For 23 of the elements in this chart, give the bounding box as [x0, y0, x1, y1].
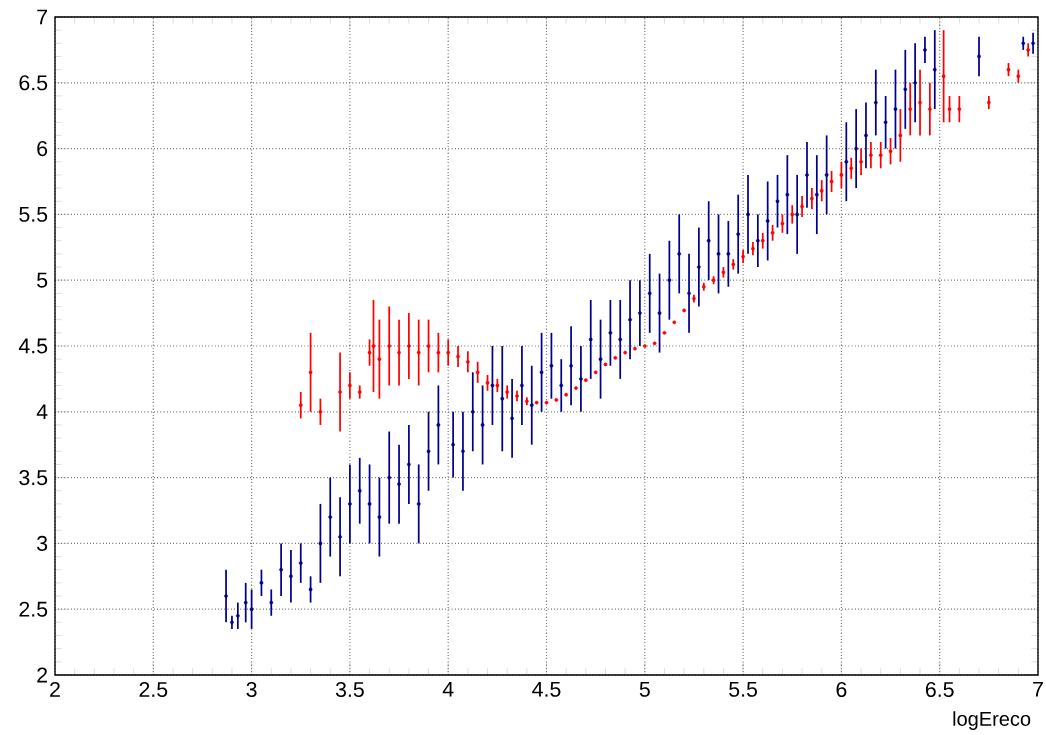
y-tick-label: 2: [37, 667, 47, 683]
x-tick-label: 6: [836, 681, 847, 698]
x-tick-label: 2: [50, 681, 60, 697]
x-tick-label: 4.5: [532, 681, 561, 697]
y-tick-label: 4.5: [18, 338, 48, 354]
x-tick-label: 6.5: [925, 681, 954, 698]
y-tick-label: 5.5: [19, 206, 48, 222]
x-tick-label: 5: [639, 681, 650, 697]
x-tick-label: 7: [1033, 681, 1043, 697]
y-tick-label: 4: [36, 404, 48, 420]
y-tick-label: 6: [37, 141, 48, 157]
x-tick-label: 3: [246, 681, 257, 698]
y-tick-label: 2.5: [19, 601, 48, 617]
x-axis-title: logEreco: [953, 711, 1031, 730]
x-tick-label: 3.5: [335, 681, 364, 698]
y-tick-label: 5: [37, 272, 48, 288]
x-tick-label: 2.5: [139, 681, 168, 698]
x-tick-label: 5.5: [729, 681, 758, 697]
y-tick-label: 3.5: [19, 470, 48, 486]
y-tick-label: 3: [37, 535, 48, 551]
x-tick-label: 4: [442, 681, 454, 697]
y-tick-label: 7: [37, 9, 47, 25]
y-tick-label: 6.5: [19, 75, 48, 91]
